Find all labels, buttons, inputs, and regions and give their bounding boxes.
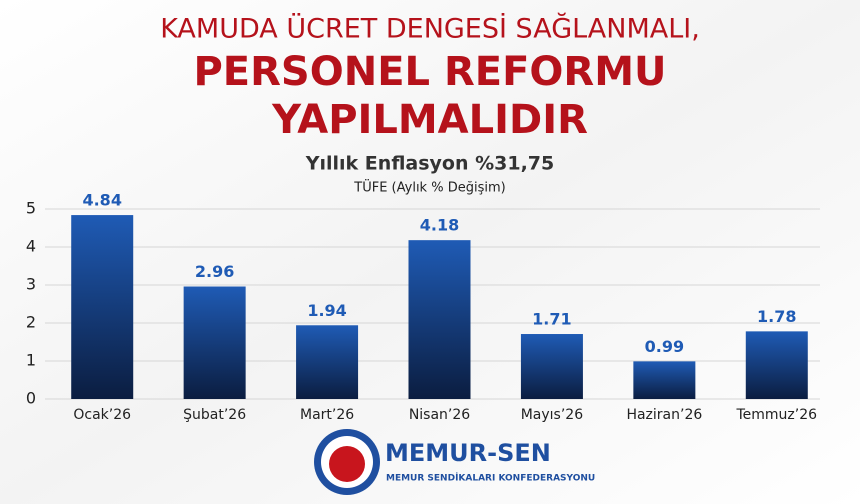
logo: MEMUR-SEN MEMUR SENDİKALARI KONFEDERASYO…	[314, 429, 595, 495]
bar	[745, 331, 808, 399]
bar	[633, 361, 696, 399]
y-tick-label: 3	[26, 275, 36, 294]
x-tick-label: Mayıs’26	[521, 407, 583, 423]
y-tick-label: 1	[26, 351, 36, 370]
x-tick-label: Temmuz’26	[736, 407, 818, 423]
value-label: 4.18	[420, 216, 459, 235]
x-tick-label: Şubat’26	[183, 407, 246, 423]
x-tick-label: Haziran’26	[626, 407, 702, 423]
chart-title: KAMUDA ÜCRET DENGESİ SAĞLANMALI,	[160, 13, 700, 45]
value-label: 2.96	[195, 262, 234, 281]
value-label: 1.71	[532, 310, 571, 329]
value-label: 4.84	[82, 191, 121, 210]
y-tick-label: 5	[26, 199, 36, 218]
subtitle: Yıllık Enflasyon %31,75	[305, 153, 555, 175]
bar	[296, 325, 359, 399]
bar	[71, 215, 134, 399]
value-label: 1.78	[757, 307, 796, 326]
axis-label: TÜFE (Aylık % Değişim)	[353, 179, 505, 196]
headline: YAPILMALIDIR	[271, 97, 588, 143]
x-tick-label: Mart’26	[300, 407, 354, 423]
x-tick-label: Nisan’26	[409, 407, 470, 423]
headline: PERSONEL REFORMU	[193, 49, 666, 95]
logo-emblem	[329, 446, 365, 482]
logo-name: MEMUR-SEN	[385, 439, 551, 467]
y-tick-label: 2	[26, 313, 36, 332]
x-tick-label: Ocak’26	[73, 407, 131, 423]
value-label: 1.94	[307, 301, 346, 320]
y-tick-label: 0	[26, 389, 36, 408]
bar	[183, 286, 246, 399]
bar	[520, 334, 583, 399]
y-tick-label: 4	[26, 237, 36, 256]
bar	[408, 240, 471, 399]
value-label: 0.99	[645, 337, 684, 356]
logo-tagline: MEMUR SENDİKALARI KONFEDERASYONU	[386, 473, 595, 484]
